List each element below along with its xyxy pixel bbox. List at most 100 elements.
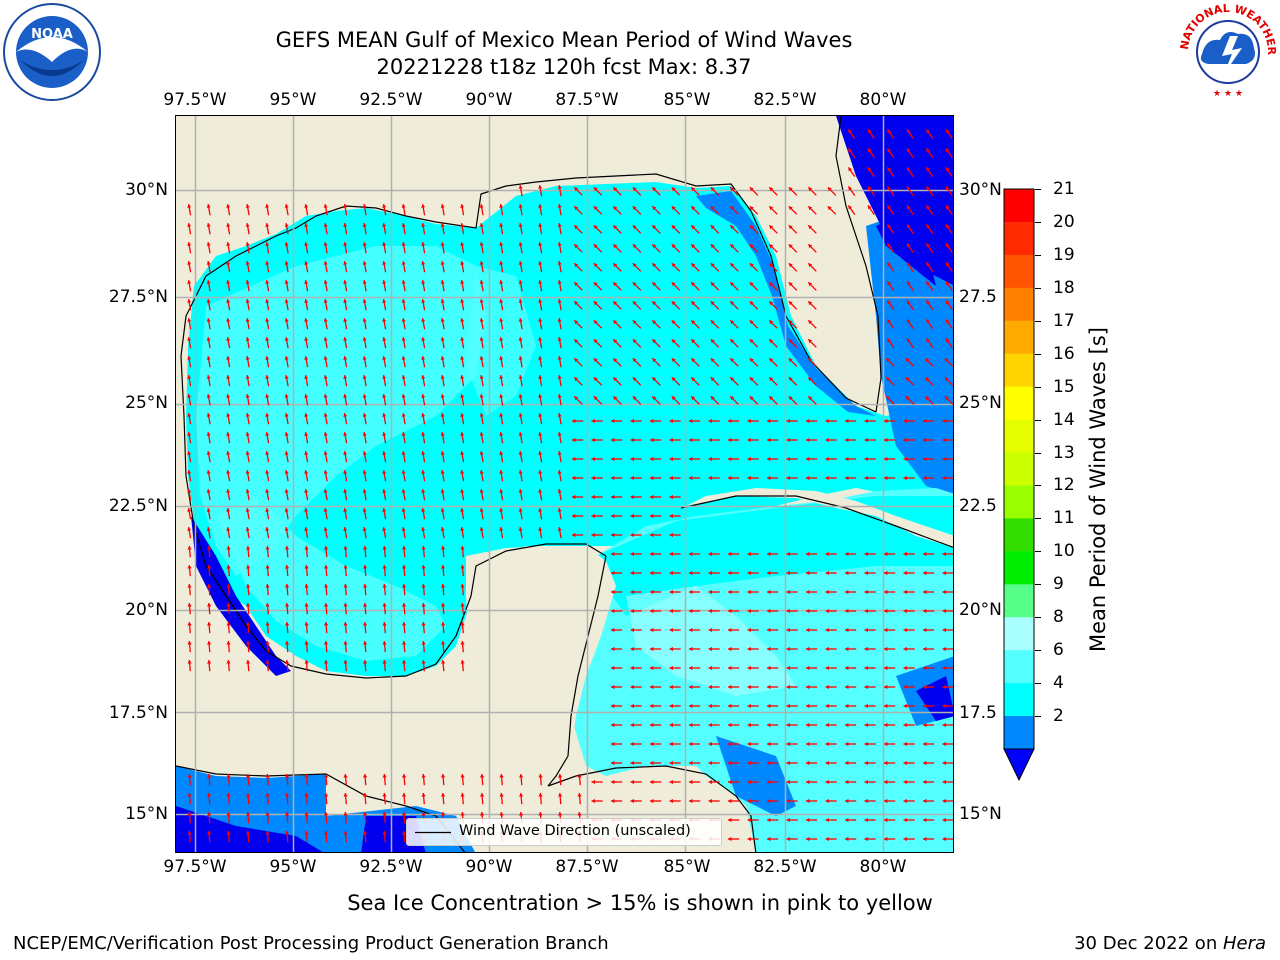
wind-arrow-head [906,300,911,305]
wind-arrow-head [788,263,793,268]
colorbar-swatch [1004,419,1034,454]
wind-arrow-head [187,660,192,664]
wind-arrow-head [265,242,270,246]
wind-arrow-head [284,242,289,246]
wind-arrow-head [246,565,251,569]
wind-arrow-head [324,774,329,778]
wind-arrow-head [691,225,696,230]
wind-arrow-head [845,684,849,690]
colorbar-tick-mark [1035,419,1041,421]
wind-arrow-head [903,817,907,823]
wind-arrow-head [708,627,712,633]
wind-arrow-head [304,432,309,436]
wind-arrow-head [401,261,406,265]
wind-arrow-head [421,413,426,417]
wind-arrow-head [440,204,445,208]
wind-arrow-head [884,437,888,443]
wind-arrow-head [769,358,774,363]
wind-arrow-head [187,223,192,227]
map-legend: Wind Wave Direction (unscaled) [406,818,722,846]
wind-arrow-head [440,337,445,341]
wind-arrow-head [942,646,946,652]
wind-arrow-head [382,622,387,626]
wind-arrow-head [343,603,348,607]
wind-arrow-head [460,565,465,569]
wind-arrow-head [671,358,676,363]
colorbar-swatch [1004,650,1034,684]
wind-arrow-head [728,741,732,747]
wind-arrow-head [401,413,406,417]
wind-arrow-head [323,318,328,322]
wind-arrow-head [848,167,853,172]
wind-arrow-head [926,281,931,286]
wind-arrow-head [382,223,387,227]
wind-arrow-head [845,836,849,842]
wind-arrow-head [479,223,484,227]
wind-arrow-head [887,148,892,153]
wind-arrow-head [460,470,465,474]
wind-arrow-head [613,282,618,287]
wind-arrow-head [591,798,595,804]
wind-arrow-head [630,437,634,443]
wind-arrow-head [265,622,270,626]
wind-arrow-head [343,375,348,379]
wind-arrow-head [440,413,445,417]
wind-arrow-head [206,527,211,531]
wind-arrow-head [864,684,868,690]
wind-arrow-head [632,320,637,325]
colorbar-tick-mark [1035,353,1041,355]
wind-arrow-head [887,338,892,343]
wind-arrow-head [363,774,368,778]
wind-arrow-head [708,418,712,424]
wind-arrow-head [226,318,231,322]
wind-arrow-head [926,205,931,210]
wind-arrow-head [246,793,251,797]
lat-tick-right-1: 30°N [959,180,1002,200]
wind-arrow-head [923,741,927,747]
wind-arrow-head [806,551,810,557]
wind-arrow-head [207,660,212,664]
wind-arrow-head [747,665,751,671]
wind-arrow-head [362,432,367,436]
wind-arrow-head [845,437,849,443]
wind-arrow-head [245,242,250,246]
wind-arrow-head [207,565,212,569]
wind-arrow-head [226,584,231,588]
wind-arrow-head [499,432,504,436]
wind-arrow-head [382,451,387,455]
wind-arrow-head [808,263,813,268]
wind-arrow-head [611,532,615,538]
wind-arrow-head [362,204,367,208]
wind-arrow-head [923,456,927,462]
wind-arrow-head [942,684,946,690]
wind-arrow-head [887,281,892,286]
wind-arrow-head [421,793,426,797]
wind-arrow-head [845,665,849,671]
wind-arrow-head [728,722,732,728]
wind-arrow-head [887,167,892,172]
wind-arrow-head [886,358,891,363]
wind-arrow-head [226,831,231,835]
wind-arrow-head [747,817,751,823]
wind-arrow-head [923,817,927,823]
wind-arrow-head [923,646,927,652]
wind-arrow-head [691,244,696,249]
wind-arrow-head [304,470,309,474]
wind-arrow-head [460,508,465,512]
wind-arrow-head [557,185,562,189]
wind-arrow-head [304,622,309,626]
wind-arrow-head [538,299,543,303]
wind-arrow-head [421,261,426,265]
wind-arrow-head [611,741,615,747]
wind-arrow-head [827,187,832,192]
wind-arrow-head [226,793,231,797]
wind-arrow-head [440,299,445,303]
wind-arrow-head [945,243,950,248]
wind-arrow-head [460,337,465,341]
wind-arrow-head [887,129,892,134]
wind-arrow-head [903,836,907,842]
colorbar-tick-mark [1035,518,1041,520]
wind-arrow-head [825,475,829,481]
wind-arrow-head [632,282,637,287]
wind-arrow-head [226,242,231,246]
